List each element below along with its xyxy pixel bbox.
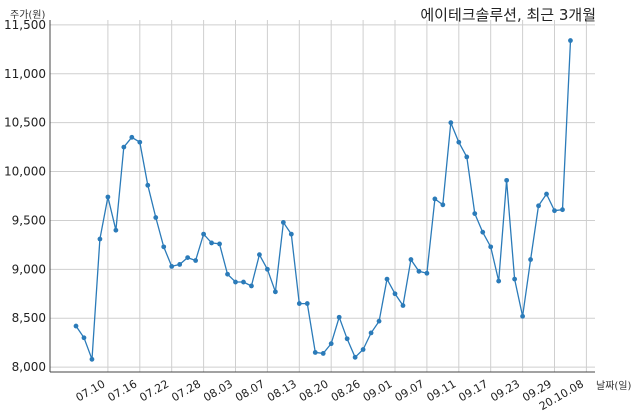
x-tick-label: 07.16 xyxy=(106,377,140,404)
y-tick-label: 9,500 xyxy=(12,213,46,227)
price-point xyxy=(464,154,470,160)
price-point xyxy=(416,268,422,274)
price-point xyxy=(456,139,462,145)
x-tick-label: 08.20 xyxy=(297,377,331,404)
price-point xyxy=(536,203,541,209)
y-tick-label: 10,500 xyxy=(4,116,46,130)
y-tick-label: 11,000 xyxy=(4,67,46,81)
x-tick-label: 09.01 xyxy=(361,377,395,404)
price-line xyxy=(75,40,572,360)
y-tick-label: 11,500 xyxy=(4,18,46,32)
price-point xyxy=(217,241,222,247)
x-tick-label: 07.22 xyxy=(137,377,171,404)
price-point xyxy=(520,313,525,319)
price-point xyxy=(137,139,143,145)
price-point xyxy=(89,356,95,362)
price-point xyxy=(209,240,214,246)
price-point xyxy=(448,120,454,126)
x-tick-label: 08.26 xyxy=(329,377,363,404)
price-point xyxy=(312,350,318,355)
y-tick-label: 9,000 xyxy=(12,262,46,276)
price-point xyxy=(177,262,183,267)
price-point xyxy=(344,336,350,342)
price-point xyxy=(480,229,486,235)
price-point xyxy=(257,252,262,258)
x-tick-label: 07.10 xyxy=(74,377,108,404)
price-point xyxy=(496,278,502,284)
price-point xyxy=(249,283,254,289)
price-point xyxy=(304,301,310,306)
price-point xyxy=(161,244,167,250)
price-point xyxy=(488,244,494,250)
x-tick-label: 09.23 xyxy=(488,377,522,404)
price-point xyxy=(272,289,278,295)
price-point xyxy=(201,231,207,237)
price-point xyxy=(408,257,414,262)
x-tick-label: 09.11 xyxy=(425,377,459,404)
price-point xyxy=(336,314,342,320)
price-point xyxy=(233,279,238,285)
x-tick-label: 08.07 xyxy=(233,377,267,404)
x-tick-label: 09.07 xyxy=(393,377,427,404)
x-tick-label: 08.13 xyxy=(265,377,299,404)
price-point xyxy=(432,196,438,202)
price-point xyxy=(296,301,302,306)
x-tick-label: 09.17 xyxy=(456,377,490,404)
price-point xyxy=(424,270,430,276)
price-point xyxy=(129,134,135,140)
price-point xyxy=(169,264,175,269)
price-point xyxy=(512,276,518,282)
y-tick-label: 10,000 xyxy=(4,165,46,179)
price-point xyxy=(153,215,159,220)
price-point xyxy=(368,330,374,336)
x-axis-label: 날짜(일) xyxy=(596,381,632,392)
price-point xyxy=(528,257,533,262)
price-point xyxy=(360,347,366,352)
price-point xyxy=(544,191,549,197)
price-point xyxy=(265,266,270,272)
x-tick-label: 08.03 xyxy=(201,377,235,404)
price-point xyxy=(376,318,382,324)
price-point xyxy=(97,236,103,242)
price-point xyxy=(185,255,191,260)
price-point xyxy=(552,208,557,214)
price-point xyxy=(280,220,286,225)
price-point xyxy=(392,291,398,297)
price-point xyxy=(352,354,358,360)
price-point xyxy=(225,271,230,277)
price-point xyxy=(472,211,478,217)
y-axis-label: 주가(원) xyxy=(10,10,46,21)
price-point xyxy=(400,303,406,308)
y-tick-label: 8,500 xyxy=(12,311,46,325)
price-point xyxy=(121,144,127,150)
price-point xyxy=(568,38,573,43)
price-point xyxy=(73,323,79,329)
price-point xyxy=(440,202,446,208)
price-point xyxy=(288,231,294,237)
x-tick-label: 07.28 xyxy=(169,377,203,404)
price-point xyxy=(145,182,151,188)
price-point xyxy=(193,258,199,263)
price-point xyxy=(81,335,87,341)
price-point xyxy=(328,341,334,347)
price-point xyxy=(384,276,390,282)
y-tick-label: 8,000 xyxy=(12,360,46,374)
price-point xyxy=(504,177,510,183)
price-point xyxy=(320,351,326,356)
chart-title: 에이테크솔루션, 최근 3개월 xyxy=(420,6,596,24)
price-point xyxy=(113,227,119,233)
price-point xyxy=(105,194,111,200)
price-point xyxy=(560,207,565,213)
price-point xyxy=(241,279,246,285)
